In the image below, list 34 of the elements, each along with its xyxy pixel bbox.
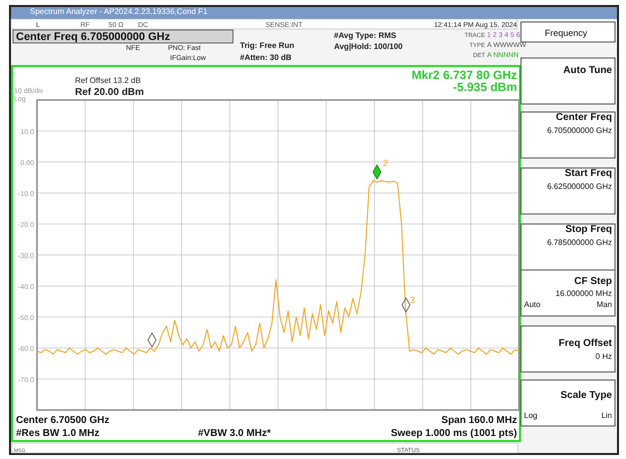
text: 6.625000000 GHz xyxy=(547,182,612,191)
text: Auto Tune xyxy=(563,65,612,76)
text: #Avg Type: RMS xyxy=(334,31,397,40)
text: Auto xyxy=(524,300,542,309)
text: 0 Hz xyxy=(596,352,612,361)
text: -5.935 dBm xyxy=(452,80,517,94)
text: Log xyxy=(524,411,538,420)
text: Center Freq xyxy=(556,112,612,123)
text: Man xyxy=(596,300,612,309)
text: Start Freq xyxy=(564,168,612,179)
text: 6.705000000 GHz xyxy=(547,126,612,135)
text: 16.000000 MHz xyxy=(556,289,612,298)
chart-title: Center Freq 6.705000000 GHz xyxy=(16,31,171,43)
text: Span 160.0 MHz xyxy=(441,415,517,426)
text: Mkr2 6.737 80 GHz xyxy=(412,68,517,82)
text: Stop Freq xyxy=(565,224,612,235)
text: Scale Type xyxy=(560,390,612,401)
text: Ref 20.00 dBm xyxy=(75,87,144,98)
text: Frequency xyxy=(544,28,588,38)
text: Freq Offset xyxy=(558,338,613,349)
annotation: 2 xyxy=(383,158,388,168)
text: Spectrum Analyzer - AP2024.2.23,19336,Cond F1 xyxy=(30,7,208,16)
text: #Res BW 1.0 MHz xyxy=(16,428,100,439)
text: CF Step xyxy=(574,276,612,287)
text: Center 6.70500 GHz xyxy=(16,415,110,426)
text: Sweep 1.000 ms (1001 pts) xyxy=(390,428,517,439)
text: #VBW 3.0 MHz* xyxy=(198,428,271,439)
text: Ref Offset 13.2 dB xyxy=(75,76,141,85)
text: Lin xyxy=(601,411,612,420)
text: #Atten: 30 dB xyxy=(240,53,292,62)
text: Avg|Hold: 100/100 xyxy=(334,42,404,51)
text: Trig: Free Run xyxy=(240,41,294,50)
annotation: 3 xyxy=(410,295,416,305)
text: 6.785000000 GHz xyxy=(547,238,612,247)
